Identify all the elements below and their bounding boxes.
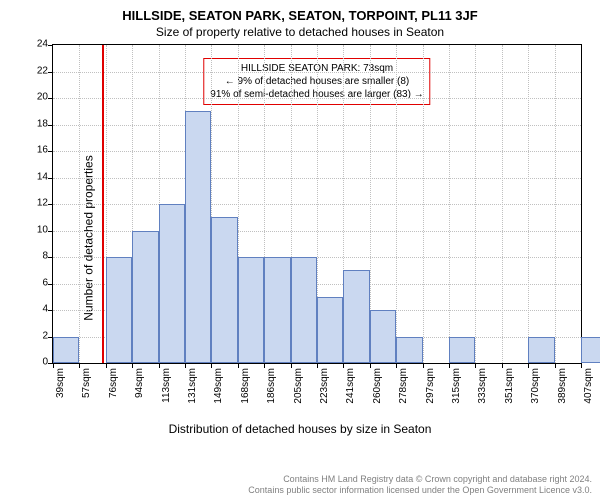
gridline-v	[555, 45, 556, 363]
xtick-label: 297sqm	[425, 368, 436, 404]
xtick-mark	[185, 363, 186, 368]
ytick-label: 24	[28, 39, 48, 50]
bar	[185, 111, 211, 363]
xtick-label: 94sqm	[134, 368, 145, 398]
gridline-v	[423, 45, 424, 363]
bar	[132, 231, 158, 364]
bar	[211, 217, 237, 363]
ytick-label: 14	[28, 171, 48, 182]
xtick-mark	[555, 363, 556, 368]
bar	[106, 257, 132, 363]
xtick-label: 389sqm	[557, 368, 568, 404]
xtick-mark	[53, 363, 54, 368]
bar	[317, 297, 343, 363]
ytick-label: 12	[28, 198, 48, 209]
xtick-label: 39sqm	[55, 368, 66, 398]
gridline-v	[449, 45, 450, 363]
xtick-label: 351sqm	[504, 368, 515, 404]
ytick-mark	[48, 178, 53, 179]
footer-line2: Contains public sector information licen…	[248, 485, 592, 496]
xtick-label: 278sqm	[398, 368, 409, 404]
xtick-mark	[581, 363, 582, 368]
ytick-mark	[48, 257, 53, 258]
ytick-label: 4	[28, 304, 48, 315]
chart-title: HILLSIDE, SEATON PARK, SEATON, TORPOINT,…	[0, 0, 600, 23]
ytick-label: 0	[28, 357, 48, 368]
xtick-label: 333sqm	[477, 368, 488, 404]
gridline-v	[475, 45, 476, 363]
ytick-mark	[48, 231, 53, 232]
bar	[370, 310, 396, 363]
gridline-v	[396, 45, 397, 363]
ytick-label: 10	[28, 224, 48, 235]
footer-attribution: Contains HM Land Registry data © Crown c…	[248, 474, 592, 496]
ytick-mark	[48, 98, 53, 99]
xtick-label: 149sqm	[213, 368, 224, 404]
xtick-label: 186sqm	[266, 368, 277, 404]
bar	[238, 257, 264, 363]
bar	[343, 270, 369, 363]
xtick-label: 57sqm	[81, 368, 92, 398]
ytick-label: 18	[28, 118, 48, 129]
ytick-label: 2	[28, 330, 48, 341]
plot-area: HILLSIDE SEATON PARK: 73sqm← 9% of detac…	[52, 44, 582, 364]
x-axis-label: Distribution of detached houses by size …	[0, 422, 600, 436]
bar	[581, 337, 600, 364]
ytick-label: 6	[28, 277, 48, 288]
ytick-mark	[48, 151, 53, 152]
chart-subtitle: Size of property relative to detached ho…	[0, 23, 600, 39]
ytick-mark	[48, 204, 53, 205]
chart-container: Number of detached properties HILLSIDE S…	[0, 38, 600, 438]
xtick-mark	[106, 363, 107, 368]
ytick-mark	[48, 72, 53, 73]
gridline-v	[502, 45, 503, 363]
xtick-mark	[502, 363, 503, 368]
ytick-mark	[48, 310, 53, 311]
xtick-mark	[370, 363, 371, 368]
xtick-label: 241sqm	[345, 368, 356, 404]
xtick-label: 407sqm	[583, 368, 594, 404]
xtick-mark	[159, 363, 160, 368]
ytick-mark	[48, 284, 53, 285]
bar	[396, 337, 422, 364]
xtick-label: 260sqm	[372, 368, 383, 404]
xtick-mark	[449, 363, 450, 368]
bar	[264, 257, 290, 363]
ytick-mark	[48, 125, 53, 126]
ytick-mark	[48, 45, 53, 46]
bar	[528, 337, 554, 364]
bar	[291, 257, 317, 363]
ytick-label: 16	[28, 145, 48, 156]
xtick-mark	[238, 363, 239, 368]
gridline-v	[528, 45, 529, 363]
xtick-label: 223sqm	[319, 368, 330, 404]
ytick-label: 20	[28, 92, 48, 103]
gridline-v	[79, 45, 80, 363]
xtick-label: 370sqm	[530, 368, 541, 404]
xtick-label: 168sqm	[240, 368, 251, 404]
xtick-mark	[423, 363, 424, 368]
xtick-label: 315sqm	[451, 368, 462, 404]
bar	[53, 337, 79, 364]
xtick-label: 205sqm	[293, 368, 304, 404]
reference-line	[102, 45, 104, 363]
xtick-mark	[317, 363, 318, 368]
ytick-label: 22	[28, 65, 48, 76]
xtick-label: 113sqm	[161, 368, 172, 403]
ytick-label: 8	[28, 251, 48, 262]
bar	[159, 204, 185, 363]
bar	[449, 337, 475, 364]
xtick-label: 76sqm	[108, 368, 119, 398]
footer-line1: Contains HM Land Registry data © Crown c…	[248, 474, 592, 485]
xtick-label: 131sqm	[187, 368, 198, 404]
xtick-mark	[291, 363, 292, 368]
